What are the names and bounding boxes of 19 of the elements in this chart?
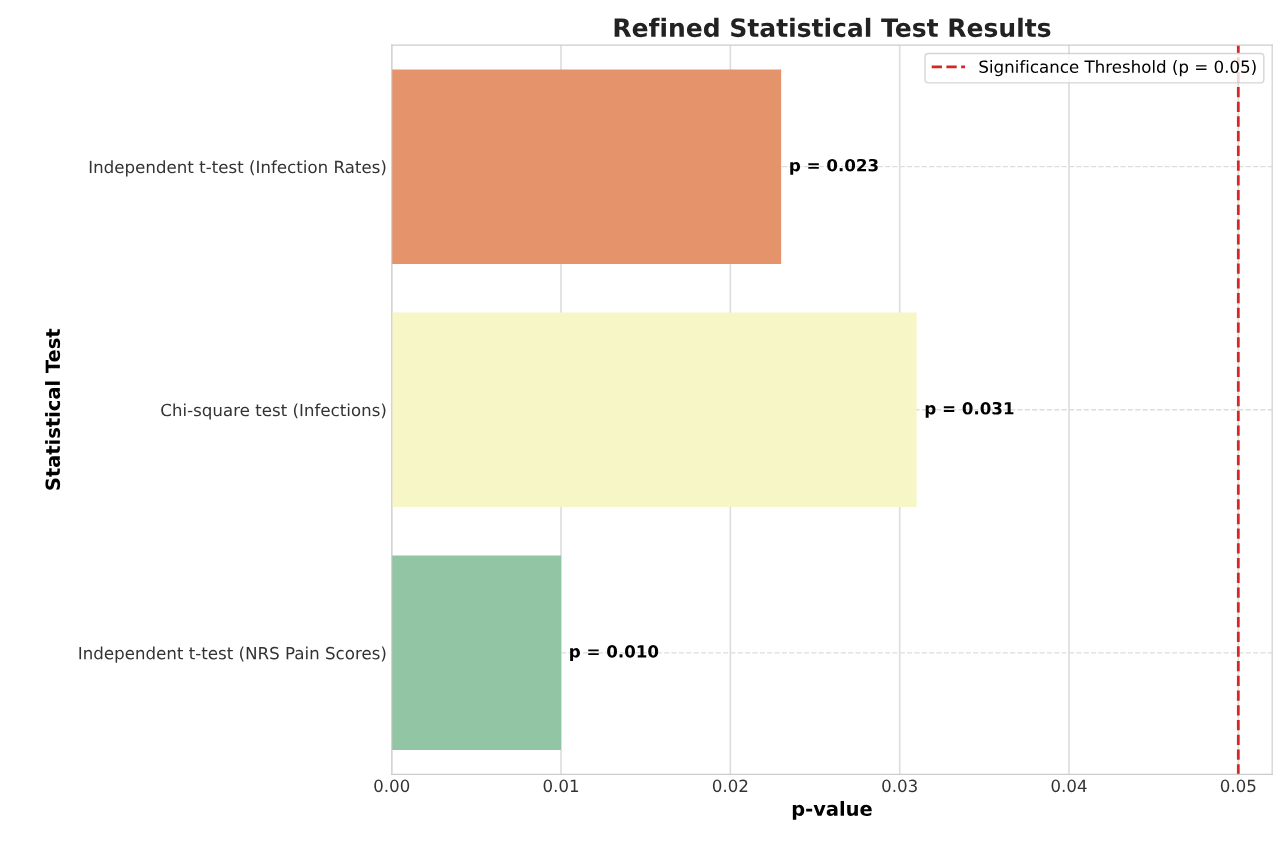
x-tick-label: 0.00 [374,779,410,793]
bar [391,555,562,751]
chart-title: Refined Statistical Test Results [614,17,1051,38]
y-axis-title: Statistical Test [45,328,61,490]
data-label: p = 0.031 [925,401,1014,418]
x-tick-label: 0.03 [882,779,917,793]
x-axis-title: p-value [792,800,872,820]
ref-line-label: Significance Threshold (p = 0.05) [979,60,1256,77]
bar [391,69,782,264]
data-label: p = 0.010 [570,645,659,661]
y-tick-label: Independent t-test (Infection Rates) [89,160,386,177]
x-tick-label: 0.04 [1051,779,1087,793]
bar [391,312,917,507]
x-tick-label: 0.05 [1220,779,1256,793]
x-tick-label: 0.01 [543,779,579,793]
y-tick-label: Independent t-test (NRS Pain Scores) [79,646,386,663]
x-tick-label: 0.02 [712,779,748,793]
data-label: p = 0.023 [790,158,878,175]
y-tick-label: Chi-square test (Infections) [161,403,386,420]
